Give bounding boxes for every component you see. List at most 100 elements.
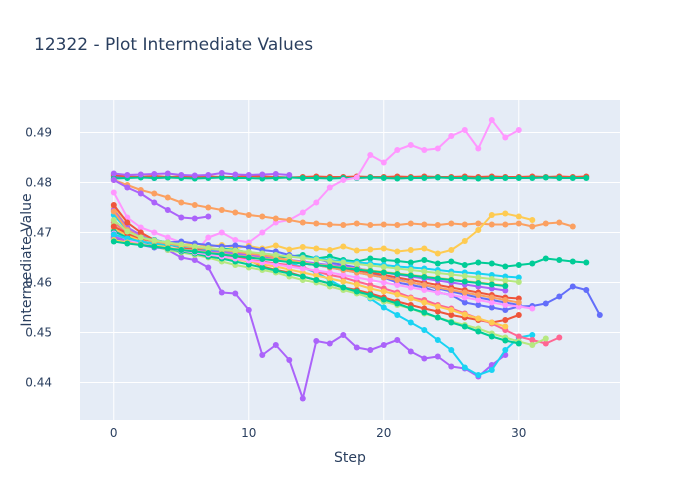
data-point [353,220,360,227]
data-point [583,259,590,266]
data-point [286,172,293,178]
data-point [421,282,428,288]
data-point [340,272,347,278]
data-point [380,221,387,228]
data-point [475,302,482,308]
data-point [367,347,374,353]
data-point [542,300,549,307]
data-point [407,305,414,312]
data-point [461,299,468,306]
data-point [299,244,306,250]
data-point [313,272,320,279]
data-point [137,229,144,236]
data-point [502,283,509,289]
data-point [340,222,347,228]
data-point [110,202,117,208]
data-point [488,117,495,123]
data-point [461,127,468,133]
data-point [272,171,279,177]
data-point [461,311,468,318]
data-point [434,275,441,282]
data-point [367,262,374,269]
data-point [475,220,482,227]
data-point [434,145,441,152]
data-point [515,175,522,181]
data-point [515,262,522,268]
data-point [313,220,320,227]
data-point [124,240,131,247]
data-point [353,266,360,273]
data-point [218,251,225,258]
x-tick-label: 10 [241,426,256,440]
y-tick-label: 0.48 [25,176,52,190]
series-23 [110,217,522,285]
data-point [461,238,468,244]
data-point [259,213,266,220]
data-point [124,228,131,235]
data-point [272,242,279,249]
data-point [367,222,374,228]
data-point [299,265,306,272]
data-point [110,189,117,196]
data-point [434,260,441,267]
data-point [353,247,360,254]
data-point [151,199,158,206]
data-point [448,175,455,181]
data-point [367,292,374,298]
data-point [407,175,414,181]
data-point [299,273,306,280]
data-point [515,299,522,306]
data-point [326,258,333,264]
data-point [502,347,509,353]
data-point [151,171,158,177]
data-point [286,217,293,223]
data-point [448,258,455,265]
data-point [407,142,414,148]
data-point [205,172,212,178]
data-point [286,270,293,277]
data-point [178,254,185,261]
data-point [326,184,333,191]
data-point [488,276,495,282]
y-tick-label: 0.49 [25,126,52,140]
data-point [218,174,225,181]
data-point [434,289,441,296]
data-point [218,207,225,213]
data-point [232,253,239,259]
data-point [124,184,131,191]
data-point [205,264,212,271]
data-point [488,299,495,306]
data-point [286,253,293,260]
data-point [353,288,360,295]
data-point [313,256,320,263]
data-point [259,229,266,236]
data-point [515,220,522,227]
data-point [272,342,279,348]
data-point [353,261,360,267]
x-tick-label: 30 [511,426,526,440]
series-6 [110,177,212,222]
data-point [421,309,428,316]
data-point [475,315,482,322]
data-point [448,363,455,370]
data-point [448,319,455,326]
data-point [421,221,428,228]
data-point [515,274,522,281]
data-point [299,209,306,216]
data-point [461,175,468,181]
data-point [448,292,455,298]
data-point [421,274,428,280]
data-point [421,175,428,181]
data-point [556,175,563,181]
data-point [218,229,225,236]
data-point [421,245,428,252]
data-point [502,210,509,217]
data-point [259,352,266,358]
data-point [583,175,590,181]
y-tick-label: 0.44 [25,376,52,390]
data-point [380,274,387,281]
data-point [556,293,563,300]
data-point [488,294,495,301]
data-point [232,242,239,249]
data-point [461,262,468,268]
